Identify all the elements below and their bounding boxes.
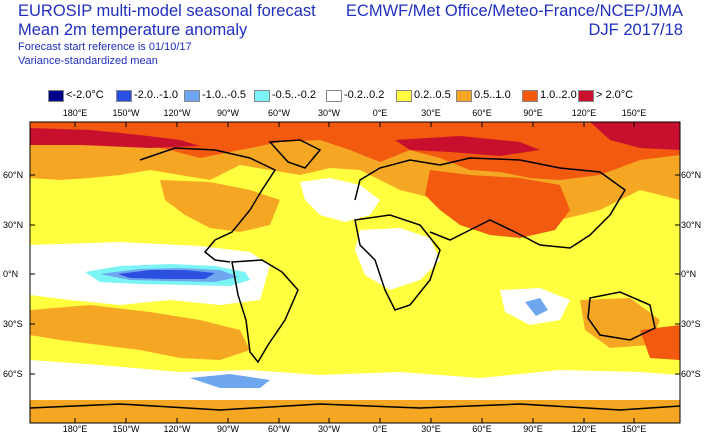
legend-swatch	[326, 90, 342, 102]
lat-label-right: 60°S	[681, 369, 701, 379]
lon-label-top: 90°W	[217, 108, 240, 118]
field-neutral-atlantic	[300, 178, 380, 222]
legend-label: <-2.0°C	[66, 89, 104, 101]
field-strong-warm-asia	[425, 170, 570, 238]
lon-label-bottom: 0°E	[373, 424, 388, 434]
legend-swatch	[456, 90, 472, 102]
lon-label-bottom: 90°E	[523, 424, 543, 434]
lon-label-top: 180°E	[63, 108, 88, 118]
lon-label-bottom: 60°E	[472, 424, 492, 434]
lon-label-top: 0°E	[373, 108, 388, 118]
lat-label-left: 60°N	[3, 170, 23, 180]
field-neutral-africa	[355, 228, 440, 290]
field-very-warm-arctic	[395, 136, 540, 156]
lat-label-left: 30°S	[3, 319, 23, 329]
lon-label-bottom: 150°E	[622, 424, 647, 434]
lon-label-bottom: 30°W	[318, 424, 341, 434]
legend-label: 1.0..2.0	[540, 89, 577, 101]
legend-label: 0.2..0.5	[414, 89, 451, 101]
lat-label-right: 30°S	[681, 319, 701, 329]
field-strong-warm-north	[30, 122, 680, 180]
legend-label: 0.5..1.0	[474, 89, 511, 101]
legend-swatch	[116, 90, 132, 102]
lon-label-bottom: 150°W	[112, 424, 140, 434]
lon-label-top: 60°W	[268, 108, 291, 118]
coast-antarctica	[30, 403, 680, 411]
lat-label-right: 30°N	[681, 220, 701, 230]
forecast-period: DJF 2017/18	[588, 21, 683, 39]
field-moderate-warm-america	[160, 180, 280, 232]
lon-label-top: 30°W	[318, 108, 341, 118]
lon-label-top: 150°W	[112, 108, 140, 118]
field-moderate-warm-south-pacific	[30, 305, 250, 360]
field-neutral-southern-ocean	[30, 360, 680, 400]
lon-label-bottom: 120°W	[163, 424, 191, 434]
legend-swatch	[48, 90, 64, 102]
field-cold-indian-ocean	[525, 298, 548, 316]
lon-label-top: 90°E	[523, 108, 543, 118]
field-strong-cold-pacific	[118, 270, 215, 279]
coast-south-america	[231, 259, 299, 364]
legend-label: -2.0..-1.0	[134, 89, 179, 101]
subtitle-line-1: Forecast start reference is 01/10/17	[18, 41, 192, 53]
field-cold-southern-ocean	[190, 374, 270, 388]
lat-label-left: 30°N	[3, 220, 23, 230]
lon-label-top: 30°E	[421, 108, 441, 118]
coast-north-america	[139, 147, 277, 263]
lon-label-top: 120°E	[572, 108, 597, 118]
field-very-warm-alaska	[30, 128, 200, 148]
field-strong-warm-tasman	[640, 325, 680, 360]
lat-label-right: 60°N	[681, 170, 701, 180]
subtitle-line-2: Variance-standardized mean	[18, 55, 158, 67]
lat-label-left: 60°S	[3, 369, 23, 379]
coast-africa	[354, 214, 441, 311]
legend-label: -1.0..-0.5	[202, 89, 247, 101]
legend-swatch	[184, 90, 200, 102]
coast-greenland	[268, 139, 322, 169]
title-line-1: EUROSIP multi-model seasonal forecast	[18, 2, 316, 20]
field-moderate-warm-antarctica	[30, 400, 680, 423]
legend-swatch	[522, 90, 538, 102]
lon-label-top: 150°E	[622, 108, 647, 118]
title-line-2: Mean 2m temperature anomaly	[18, 21, 248, 39]
legend-swatch	[254, 90, 270, 102]
lon-label-top: 120°W	[163, 108, 191, 118]
lon-label-bottom: 90°W	[217, 424, 240, 434]
legend-label: -0.2..0.2	[344, 89, 385, 101]
lon-label-bottom: 30°E	[421, 424, 441, 434]
lon-label-top: 60°E	[472, 108, 492, 118]
legend-swatch	[396, 90, 412, 102]
graticule: 180°E 180°E 150°W 150°W 120°W 120°W 90°W 90°W 60…	[3, 108, 701, 434]
coastlines	[30, 139, 680, 411]
map-frame	[29, 121, 681, 424]
coast-eurasia	[354, 157, 626, 249]
lat-label-right: 0°N	[681, 269, 696, 279]
forecast-centres: ECMWF/Met Office/Meteo-France/NCEP/JMA	[345, 2, 683, 20]
coast-australia	[587, 291, 656, 341]
lon-label-bottom: 60°W	[268, 424, 291, 434]
lon-label-bottom: 120°E	[572, 424, 597, 434]
anomaly-field	[30, 122, 680, 423]
legend-label: > 2.0°C	[596, 89, 634, 101]
lat-label-left: 0°N	[3, 269, 18, 279]
legend-label: -0.5..-0.2	[272, 89, 317, 101]
legend-swatch	[578, 90, 594, 102]
field-very-warm-siberia	[590, 122, 680, 150]
lon-label-bottom: 180°E	[63, 424, 88, 434]
